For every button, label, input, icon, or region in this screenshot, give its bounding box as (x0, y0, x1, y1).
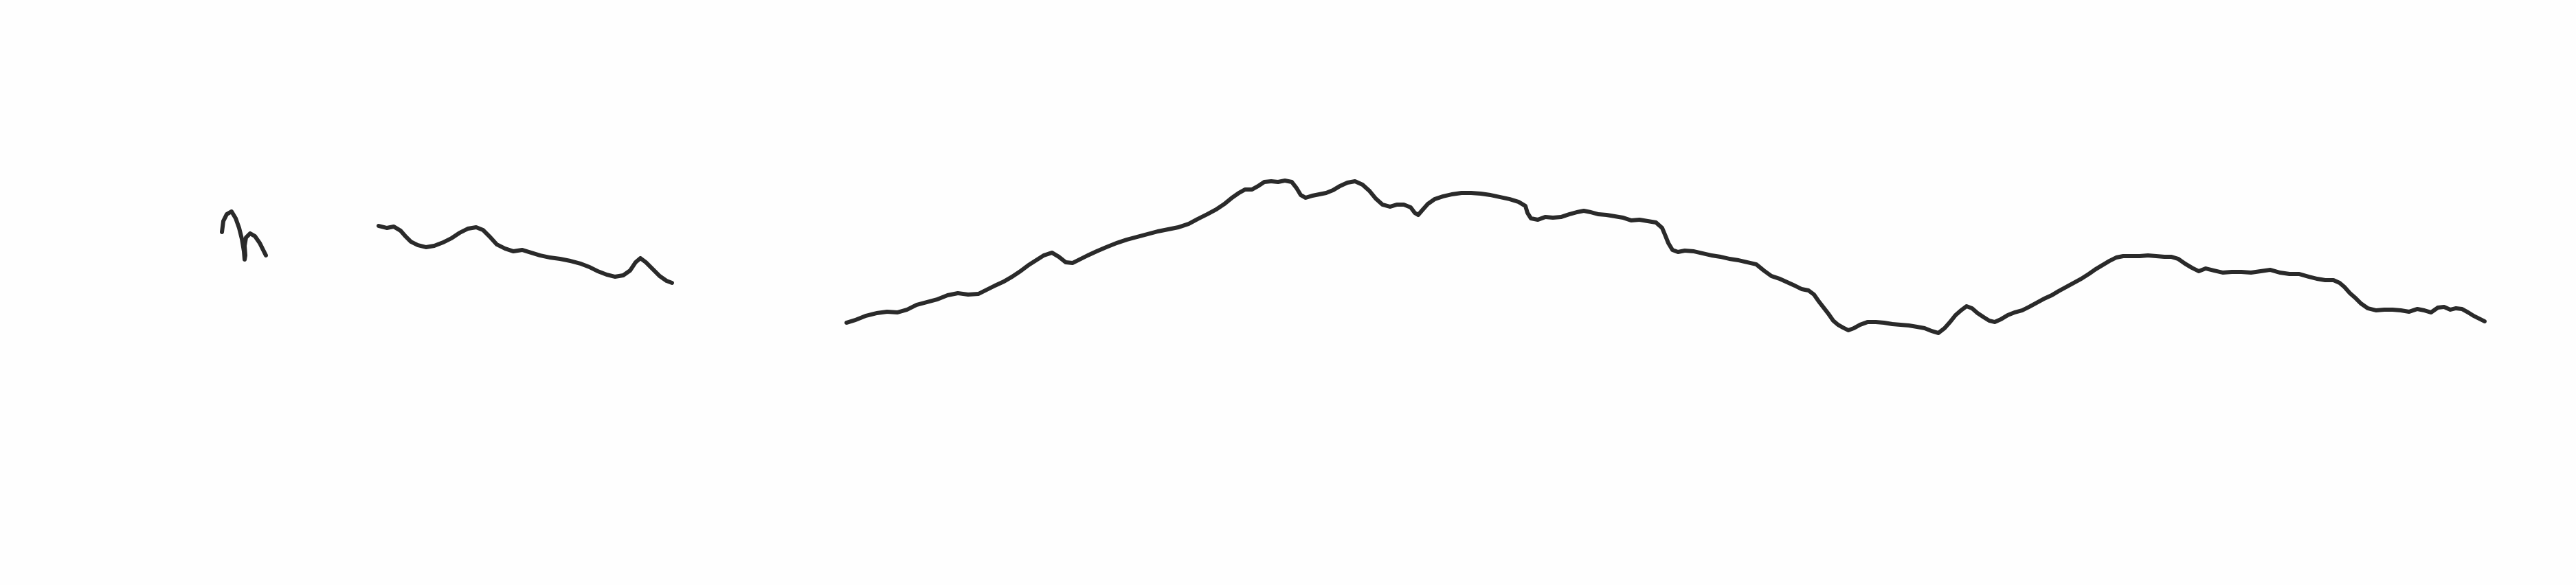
small-squiggle-stroke (220, 209, 268, 262)
long-ridge-stroke (844, 179, 2487, 335)
short-wave-stroke (377, 224, 674, 285)
